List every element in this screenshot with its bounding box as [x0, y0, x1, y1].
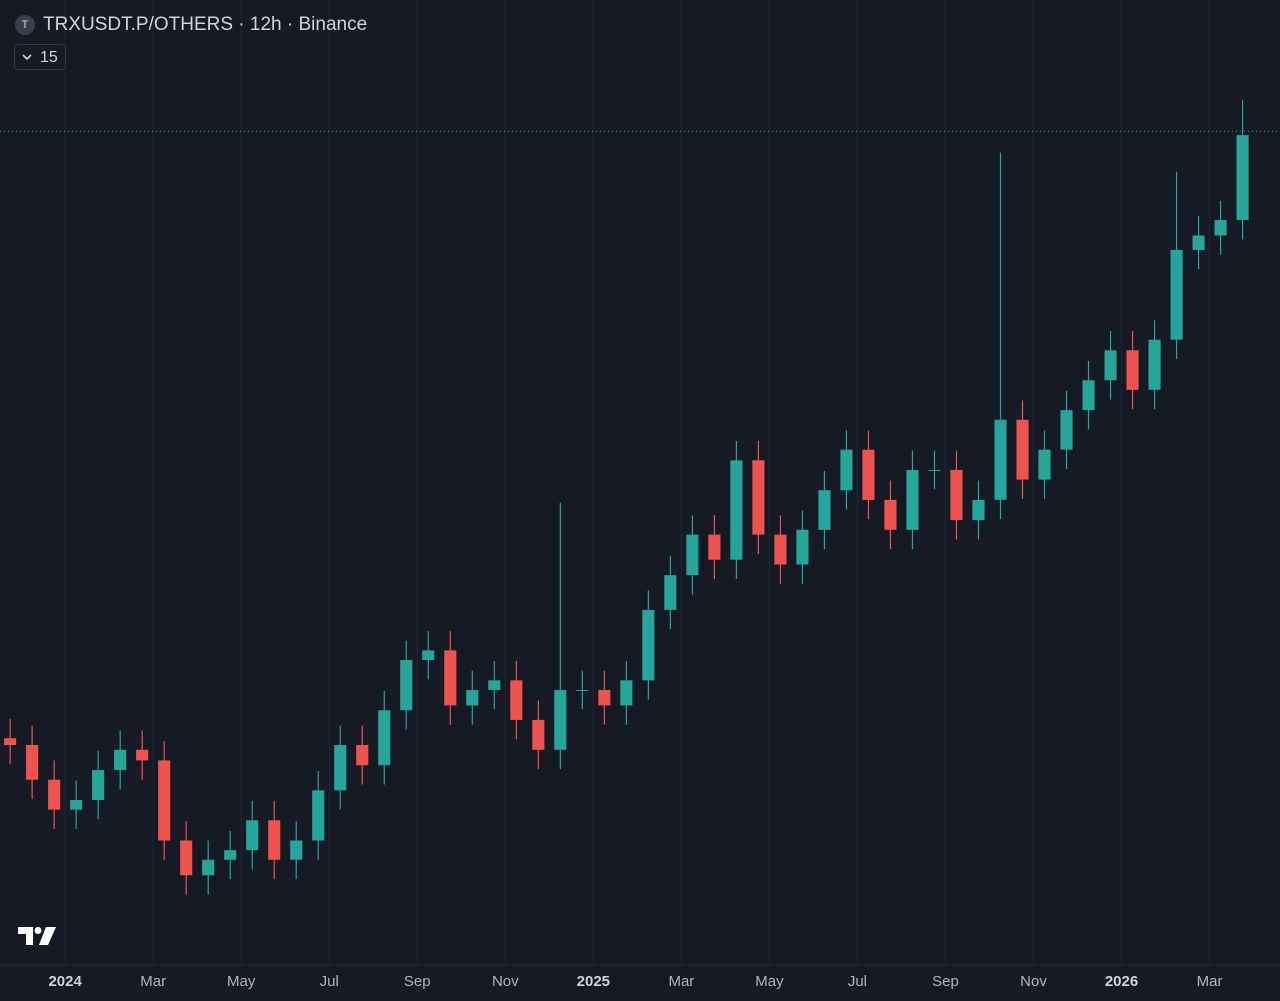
x-tick-label: May — [227, 973, 256, 990]
x-tick-label: Jul — [320, 973, 339, 990]
logo-part — [34, 927, 42, 934]
candle-body — [576, 689, 589, 691]
candle-body — [246, 820, 259, 851]
candle-body — [1104, 350, 1117, 381]
x-tick-label: 2025 — [577, 973, 610, 990]
candle-body — [994, 419, 1007, 500]
candle-body — [1236, 135, 1249, 221]
candle-body — [1082, 380, 1095, 411]
x-tick-label: Jul — [848, 973, 867, 990]
x-tick-label: May — [755, 973, 784, 990]
candle-body — [1148, 339, 1161, 390]
candle-body — [862, 449, 875, 500]
candle-body — [334, 744, 347, 791]
candle-body — [224, 850, 237, 860]
candle-body — [290, 840, 303, 860]
candle-body — [466, 689, 479, 706]
candle-body — [356, 744, 369, 766]
candle-body — [598, 689, 611, 706]
candle-body — [796, 529, 809, 565]
candle-body — [774, 534, 787, 565]
x-axis: 2024 Mar May Jul Sep Nov 2025 Mar May Jul Sep Nov 20… — [48, 973, 1222, 990]
candle-body — [642, 609, 655, 681]
candle-body — [48, 779, 61, 810]
logo-part — [18, 927, 33, 945]
candle-body — [884, 499, 897, 530]
candle-body — [268, 820, 281, 860]
candle-body — [70, 799, 83, 810]
x-tick-label: Nov — [492, 973, 519, 990]
candle-body — [92, 770, 105, 800]
candle-body — [532, 719, 545, 750]
candle-body — [312, 790, 325, 841]
plot-area — [0, 100, 1280, 895]
symbol-icon-letter: T — [22, 19, 29, 31]
candle-body — [180, 840, 193, 876]
candle-body — [906, 469, 919, 530]
candle-body — [444, 650, 457, 706]
interval-value[interactable]: 15 — [40, 49, 58, 66]
x-tick-label: Mar — [140, 973, 166, 990]
candle-body — [114, 749, 127, 771]
candle-body — [26, 744, 39, 780]
candle-body — [950, 469, 963, 521]
interval-button[interactable] — [14, 44, 66, 70]
candle-body — [510, 680, 523, 720]
candle-body — [972, 499, 985, 521]
chevron-icon — [22, 54, 32, 61]
x-tick-label: Mar — [1197, 973, 1223, 990]
candle-body — [1038, 449, 1051, 480]
candle-body — [818, 490, 831, 530]
x-tick-label: 2026 — [1105, 973, 1138, 990]
x-tick-label: Sep — [404, 973, 431, 990]
candle-body — [620, 680, 633, 706]
candle-body — [400, 660, 413, 711]
candle-body — [202, 859, 215, 876]
x-tick-label: Nov — [1020, 973, 1047, 990]
tradingview-logo — [18, 927, 56, 945]
candle-body — [1214, 220, 1227, 236]
candle-body — [1192, 235, 1205, 250]
candle-body — [378, 710, 391, 766]
candle-body — [4, 738, 17, 745]
chart-title: TRXUSDT.P/OTHERS · 12h · Binance — [43, 14, 367, 35]
candle-body — [752, 460, 765, 535]
x-tick-label: Sep — [932, 973, 959, 990]
candle-body — [840, 449, 853, 491]
candle-body — [488, 680, 501, 690]
candle-body — [928, 469, 941, 471]
candle-body — [554, 689, 567, 750]
candle-body — [730, 460, 743, 560]
candle-body — [158, 760, 171, 841]
candle-body — [1170, 249, 1183, 340]
candle-body — [1126, 350, 1139, 390]
candle-body — [1016, 419, 1029, 480]
x-tick-label: Mar — [668, 973, 694, 990]
candle-body — [708, 534, 721, 560]
symbol-icon — [15, 15, 35, 35]
candle-body — [422, 650, 435, 661]
candle-body — [136, 749, 149, 761]
candle-body — [664, 575, 677, 610]
interval-control[interactable]: 15 — [14, 44, 66, 70]
grid — [64, 0, 1211, 965]
logo-part — [39, 927, 56, 945]
candle-body — [1060, 410, 1073, 450]
x-tick-label: 2024 — [48, 973, 82, 990]
candle-body — [686, 534, 699, 576]
